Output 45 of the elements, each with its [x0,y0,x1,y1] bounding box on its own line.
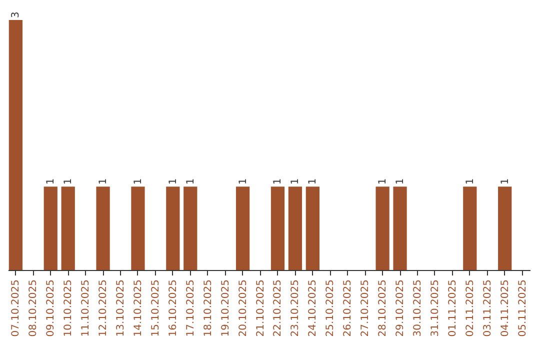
data-label: 1 [238,178,249,185]
data-label: 1 [132,178,144,185]
data-label: 1 [168,178,179,185]
x-tick-label: 21.10.2025 [255,280,266,337]
x-tick-label: 31.10.2025 [430,280,441,337]
x-tick-label: 24.10.2025 [308,280,319,337]
data-label: 1 [272,178,284,185]
x-tick-label: 28.10.2025 [378,280,389,337]
x-tick-label: 01.11.2025 [447,280,458,337]
x-tick-label: 12.10.2025 [98,280,110,337]
x-tick-label: 14.10.2025 [132,280,144,337]
data-label: 1 [395,178,406,185]
x-tick-label: 16.10.2025 [168,280,179,337]
data-label: 1 [185,178,196,185]
x-tick-label: 03.11.2025 [482,280,494,337]
x-tick-label: 25.10.2025 [325,280,336,337]
data-label: 3 [10,12,22,18]
x-tick-label: 22.10.2025 [272,280,284,337]
x-tick-label: 13.10.2025 [116,280,127,337]
x-tick-label: 11.10.2025 [80,280,92,337]
data-label: 1 [308,178,319,185]
x-tick-label: 05.11.2025 [517,280,528,337]
x-tick-label: 18.10.2025 [202,280,214,337]
data-label: 1 [464,178,476,185]
data-label: 1 [98,178,110,185]
x-tick-label: 02.11.2025 [464,280,476,337]
data-label: 1 [46,178,57,185]
x-tick-label: 15.10.2025 [150,280,162,337]
x-tick-label: 17.10.2025 [185,280,196,337]
x-tick-label: 29.10.2025 [395,280,406,337]
x-tick-label: 23.10.2025 [290,280,302,337]
x-tick-label: 04.11.2025 [500,280,511,337]
x-tick-label: 09.10.2025 [46,280,57,337]
x-tick-label: 30.10.2025 [412,280,424,337]
x-tick-label: 27.10.2025 [360,280,372,337]
x-tick-label: 19.10.2025 [220,280,232,337]
x-tick-label: 07.10.2025 [10,280,22,337]
x-tick-label: 10.10.2025 [63,280,74,337]
data-label: 1 [290,178,302,185]
x-tick-label: 26.10.2025 [342,280,354,337]
data-label: 1 [378,178,389,185]
x-tick-label: 08.10.2025 [28,280,40,337]
data-label: 1 [500,178,511,185]
data-label: 1 [63,178,74,185]
x-tick-label: 20.10.2025 [238,280,249,337]
